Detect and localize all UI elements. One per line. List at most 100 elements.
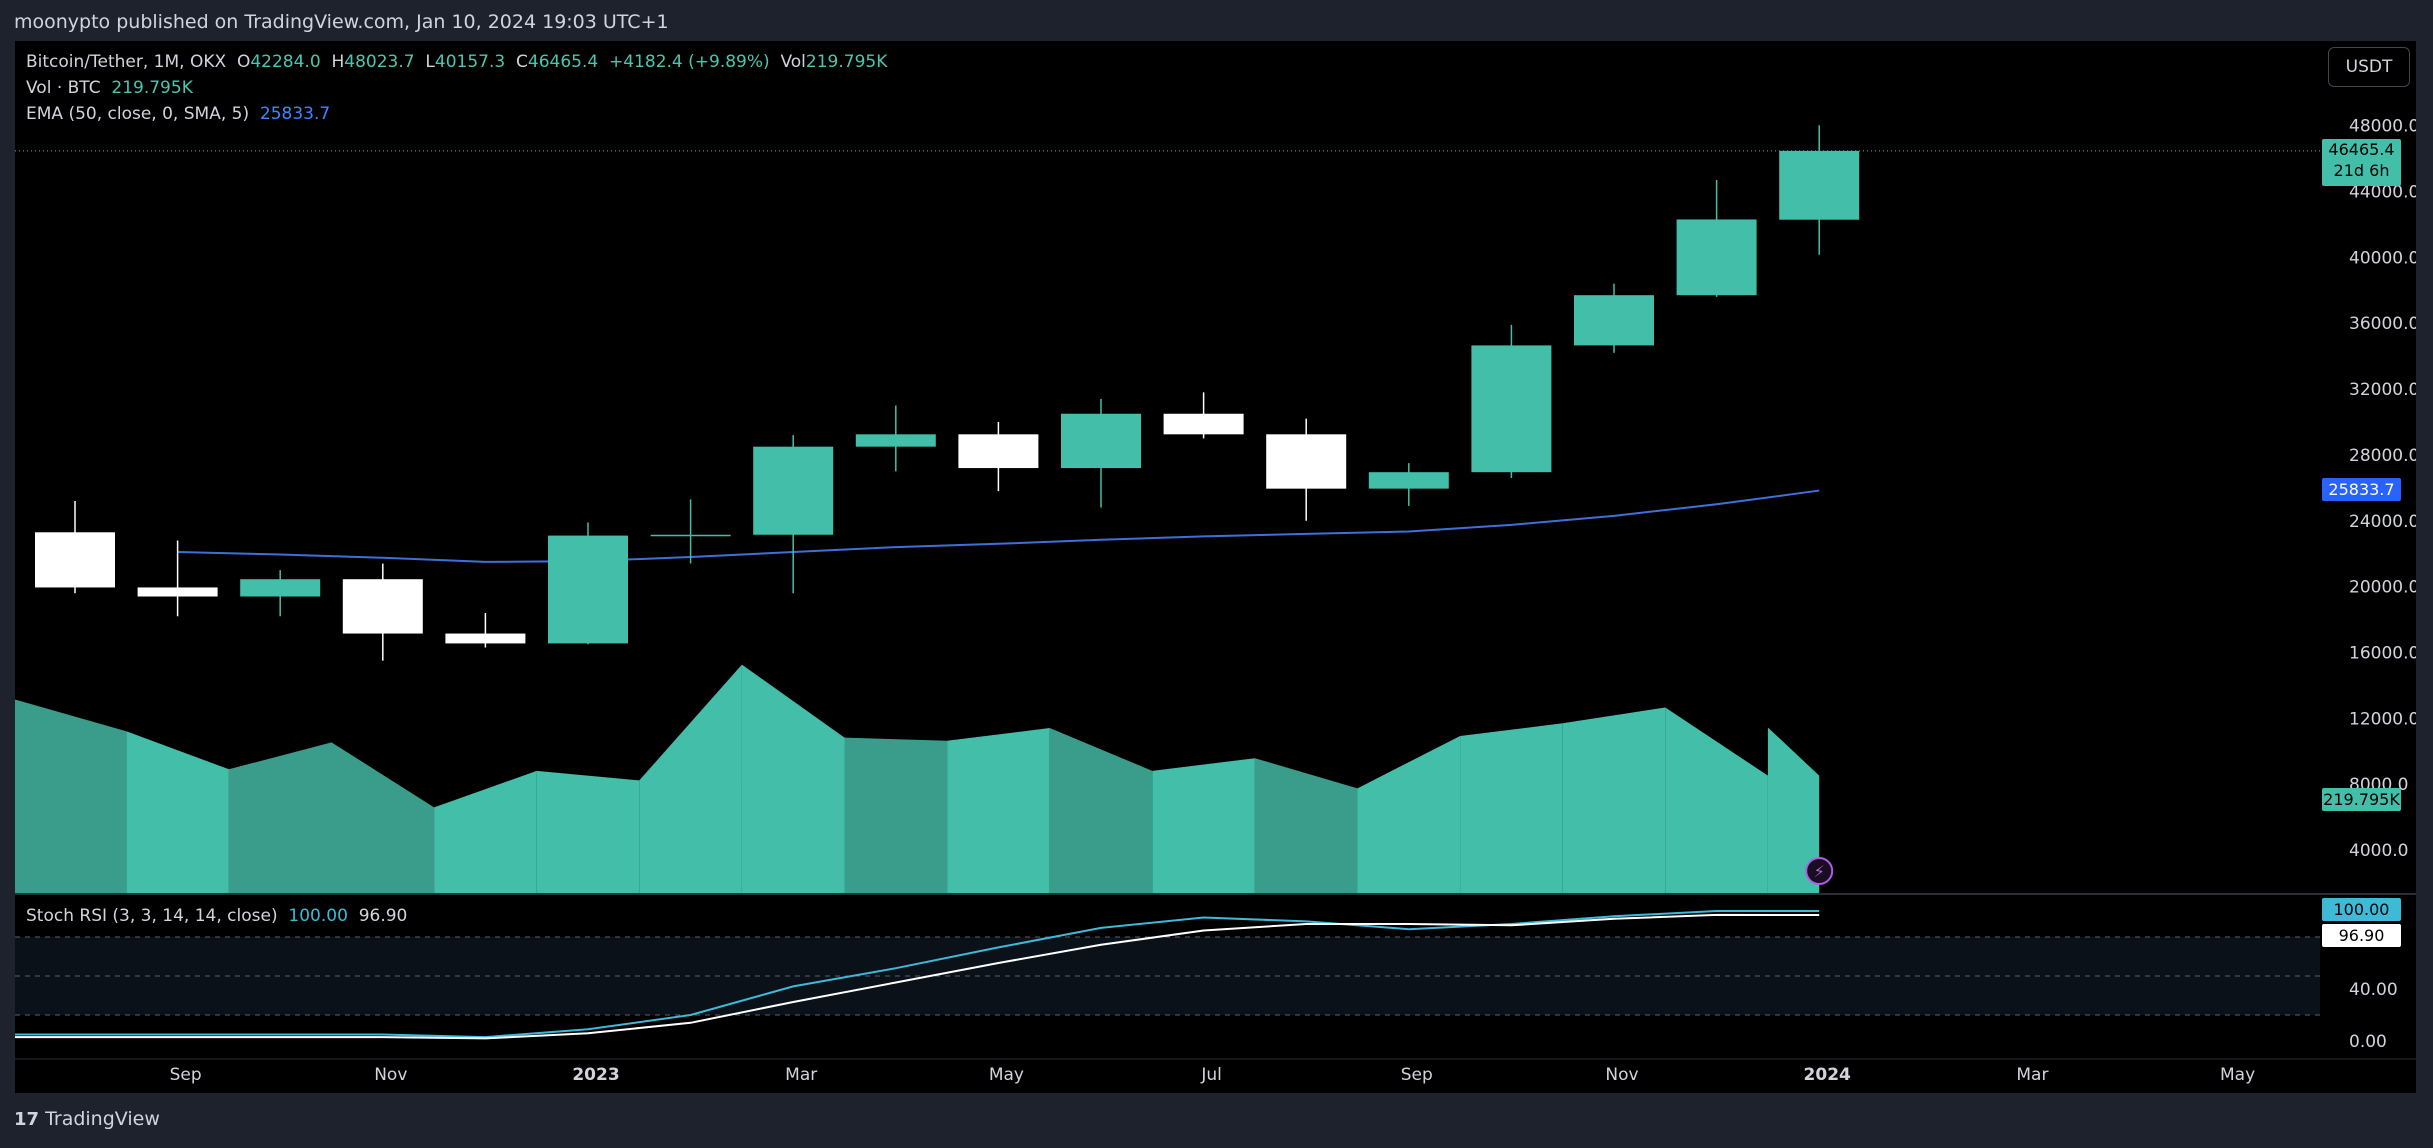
time-tick-label: Mar — [2016, 1065, 2048, 1085]
legend-ema-value: 25833.7 — [259, 104, 331, 124]
volume-area-segment — [844, 737, 948, 893]
legend-volume-label[interactable]: Vol · BTC — [26, 78, 101, 98]
volume-area-segment — [15, 699, 127, 893]
price-tick-label: 12000.0 — [2349, 709, 2416, 729]
volume-tag: 219.795K — [2322, 788, 2401, 811]
stoch-d-line — [15, 913, 1820, 1040]
volume-area-segment — [1562, 707, 1666, 893]
time-tick-label: Mar — [785, 1065, 817, 1085]
last-price-tag: 46465.4 21d 6h — [2322, 139, 2401, 186]
candle-body — [1471, 345, 1552, 473]
ema-line — [177, 489, 1820, 563]
candle-body — [1676, 219, 1757, 296]
countdown-value: 21d 6h — [2333, 161, 2390, 180]
time-tick-label: Sep — [170, 1065, 202, 1085]
legend-vol-label: Vol — [780, 52, 806, 72]
volume-area-segment — [126, 731, 229, 893]
legend-open-label: O — [236, 52, 251, 72]
last-price-value: 46465.4 — [2328, 140, 2395, 159]
legend-open: 42284.0 — [250, 52, 321, 72]
footer-brand[interactable]: TradingView — [45, 1108, 160, 1130]
candle-body — [137, 587, 218, 597]
volume-area-segment — [1767, 727, 1820, 893]
volume-area-segment — [741, 664, 845, 893]
volume-area-segment — [1254, 758, 1358, 893]
time-tick-label: Jul — [1200, 1065, 1222, 1085]
volume-area-segment — [1665, 707, 1768, 893]
legend-stoch-row: Stoch RSI (3, 3, 14, 14, close) 100.00 9… — [26, 906, 407, 926]
legend-low: 40157.3 — [434, 52, 506, 72]
ema-price-tag: 25833.7 — [2322, 478, 2401, 501]
price-tick-label: 44000.0 — [2349, 182, 2416, 202]
legend-volume-value: 219.795K — [111, 78, 193, 98]
time-tick-label: Sep — [1401, 1065, 1433, 1085]
time-tick-label: Nov — [1605, 1065, 1638, 1085]
candle-body — [958, 434, 1039, 469]
time-tick-label: 2024 — [1804, 1065, 1851, 1085]
volume-area-segment — [331, 742, 435, 893]
candlestick-chart[interactable]: 48000.0 44000.0 40000.0 36000.0 32000.0 28000… — [15, 41, 2416, 1093]
legend-close-label: C — [516, 52, 528, 72]
price-tick-label: 16000.0 — [2349, 643, 2416, 663]
stoch-d-tag: 96.90 — [2322, 924, 2401, 947]
volume-area-segment — [1152, 758, 1255, 893]
lightning-icon: ⚡ — [1814, 862, 1825, 881]
legend-ema-row: EMA (50, close, 0, SMA, 5) 25833.7 — [26, 104, 330, 124]
legend-main-row: Bitcoin/Tether, 1M, OKX O42284.0 H48023.… — [26, 52, 887, 72]
candle-body — [445, 633, 526, 644]
stoch-k-line — [15, 910, 1820, 1039]
legend-ema-label[interactable]: EMA (50, close, 0, SMA, 5) — [26, 104, 250, 124]
candle-body — [240, 579, 321, 597]
tradingview-logo-icon: 𝟭𝟳 — [14, 1108, 40, 1130]
volume-area-segment — [639, 664, 742, 893]
legend-vol: 219.795K — [805, 52, 888, 72]
legend-close: 46465.4 — [527, 52, 599, 72]
currency-button[interactable]: USDT — [2328, 47, 2410, 87]
chart-frame[interactable]: 48000.0 44000.0 40000.0 36000.0 32000.0 28000… — [15, 41, 2416, 1093]
candle-body — [548, 535, 628, 644]
stoch-tick-label: 0.00 — [2349, 1032, 2387, 1052]
price-tick-label: 4000.0 — [2349, 841, 2408, 861]
volume-area-segment — [228, 742, 332, 893]
candle-body — [1779, 150, 1860, 220]
candle-body — [753, 446, 834, 535]
candle-body — [1266, 434, 1347, 489]
volume-area-segment — [536, 770, 640, 893]
time-tick-label: May — [989, 1065, 1024, 1085]
price-tick-label: 24000.0 — [2349, 512, 2416, 532]
legend-stoch-k: 100.00 — [288, 906, 348, 926]
time-tick-label: May — [2220, 1065, 2255, 1085]
candle-body — [855, 434, 936, 447]
price-tick-label: 20000.0 — [2349, 578, 2416, 598]
legend-symbol[interactable]: Bitcoin/Tether, 1M, OKX — [26, 52, 227, 72]
candle-body — [35, 532, 115, 588]
volume-area-segment — [1049, 728, 1153, 893]
price-tick-label: 48000.0 — [2349, 117, 2416, 137]
footer: 𝟭𝟳 TradingView — [14, 1108, 160, 1130]
stoch-tick-label: 40.00 — [2349, 980, 2398, 1000]
time-tick-label: 2023 — [572, 1065, 619, 1085]
legend-change: +4182.4 (+9.89%) — [609, 52, 770, 72]
legend-low-label: L — [425, 52, 435, 72]
lightning-marker-icon — [1805, 857, 1834, 885]
candle-body — [1574, 295, 1654, 346]
candle-body — [650, 534, 731, 537]
time-tick-label: Nov — [374, 1065, 407, 1085]
price-tick-label: 40000.0 — [2349, 248, 2416, 268]
candle-body — [342, 579, 423, 634]
legend-high-label: H — [331, 52, 345, 72]
volume-area-segment — [1357, 735, 1461, 893]
legend-stoch-d: 96.90 — [358, 906, 408, 926]
candle-body — [1368, 472, 1449, 489]
candle-body — [1061, 413, 1141, 469]
legend-volume-row: Vol · BTC 219.795K — [26, 78, 193, 98]
volume-area-segment — [1460, 723, 1563, 893]
legend-high: 48023.7 — [344, 52, 415, 72]
price-tick-label: 28000.0 — [2349, 446, 2416, 466]
legend-stoch-label[interactable]: Stoch RSI (3, 3, 14, 14, close) — [26, 906, 278, 926]
volume-area-segment — [947, 728, 1050, 893]
price-tick-label: 32000.0 — [2349, 380, 2416, 400]
published-header: moonypto published on TradingView.com, J… — [14, 11, 669, 33]
candle-body — [1163, 413, 1244, 435]
stoch-k-tag: 100.00 — [2322, 898, 2401, 921]
